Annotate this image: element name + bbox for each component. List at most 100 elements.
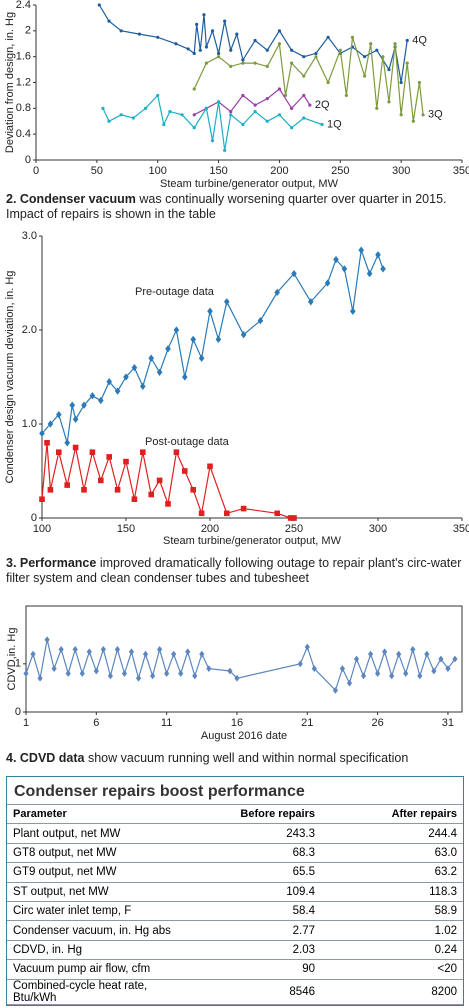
series-line bbox=[41, 249, 384, 443]
marker bbox=[119, 29, 123, 33]
marker bbox=[30, 650, 36, 658]
marker bbox=[97, 3, 101, 7]
marker bbox=[157, 645, 163, 653]
marker bbox=[58, 645, 64, 653]
y-tick-label: 1 bbox=[15, 658, 21, 670]
table-row: GT8 output, net MW 68.3 63.0 bbox=[7, 842, 463, 863]
marker bbox=[180, 113, 184, 117]
marker bbox=[101, 106, 105, 110]
table-cell: 63.2 bbox=[321, 862, 463, 883]
marker bbox=[431, 667, 437, 675]
marker bbox=[234, 674, 240, 682]
marker bbox=[229, 48, 233, 52]
marker bbox=[64, 482, 70, 488]
marker bbox=[198, 354, 205, 362]
marker bbox=[156, 35, 160, 39]
x-tick-label: 350 bbox=[453, 165, 469, 177]
table-row: CDVD, in. Hg 2.03 0.24 bbox=[7, 939, 463, 960]
table-row: Combined-cycle heat rate, Btu/kWh 8546 820… bbox=[7, 978, 463, 1005]
marker bbox=[417, 80, 421, 85]
table-cell: 2.77 bbox=[189, 920, 321, 941]
marker bbox=[186, 47, 190, 51]
marker bbox=[308, 298, 314, 306]
caption-text: improved dramatically following outage t… bbox=[6, 556, 462, 585]
series-line bbox=[41, 442, 294, 519]
marker bbox=[174, 42, 178, 46]
marker bbox=[182, 373, 188, 381]
marker bbox=[283, 93, 288, 98]
marker bbox=[44, 636, 50, 644]
marker bbox=[393, 42, 397, 46]
chart: 0 1.0 2.0 3.0 100 150 200 250 300 350 Steam turbin… bbox=[4, 230, 469, 547]
marker bbox=[445, 665, 451, 673]
marker bbox=[341, 265, 348, 273]
marker bbox=[375, 106, 379, 110]
x-tick-label: 250 bbox=[285, 523, 303, 535]
marker bbox=[207, 463, 213, 470]
marker bbox=[290, 106, 294, 110]
marker bbox=[156, 368, 163, 376]
marker bbox=[199, 650, 205, 658]
marker bbox=[56, 410, 62, 419]
marker bbox=[142, 650, 149, 658]
marker bbox=[240, 505, 247, 512]
marker bbox=[93, 667, 99, 675]
marker bbox=[165, 501, 171, 507]
series-label: 2Q bbox=[315, 99, 330, 111]
marker bbox=[89, 449, 96, 455]
marker bbox=[302, 55, 306, 59]
series-label: 3Q bbox=[428, 109, 443, 121]
marker bbox=[165, 345, 171, 353]
marker bbox=[162, 122, 166, 127]
table-cell: 20.50 bbox=[321, 1003, 463, 1008]
table-cell: <20 bbox=[321, 959, 463, 980]
marker bbox=[287, 515, 294, 521]
series-label: Pre-outage data bbox=[135, 286, 215, 298]
marker bbox=[224, 298, 230, 306]
x-axis-label: Steam turbine/generator output, MW bbox=[160, 178, 339, 190]
marker bbox=[51, 665, 57, 673]
marker bbox=[344, 93, 348, 98]
marker bbox=[123, 373, 129, 381]
table-row: GT9 output, net MW 65.5 63.2 bbox=[7, 862, 463, 883]
marker bbox=[421, 113, 425, 117]
table-box: Condenser repairs boost performance Para… bbox=[6, 776, 464, 1008]
marker bbox=[207, 307, 213, 315]
marker bbox=[128, 648, 135, 656]
marker bbox=[65, 670, 71, 677]
series-line bbox=[193, 37, 424, 122]
y-tick-label: 3.0 bbox=[22, 230, 37, 242]
marker bbox=[229, 113, 233, 117]
marker bbox=[396, 650, 402, 658]
marker bbox=[56, 449, 62, 455]
marker bbox=[185, 648, 191, 656]
marker bbox=[302, 74, 306, 78]
marker bbox=[190, 487, 196, 493]
marker bbox=[375, 670, 381, 677]
marker bbox=[135, 674, 142, 682]
marker bbox=[204, 61, 208, 65]
marker bbox=[405, 61, 409, 65]
marker bbox=[137, 32, 142, 36]
marker bbox=[173, 326, 180, 334]
series-line bbox=[102, 94, 323, 151]
marker bbox=[290, 126, 294, 130]
marker bbox=[375, 48, 379, 52]
table-cell: Circ water inlet temp, F bbox=[7, 900, 189, 921]
y-tick-label: 1.2 bbox=[16, 76, 31, 88]
table-cell: 244.4 bbox=[321, 823, 463, 844]
marker bbox=[366, 269, 373, 278]
table-cell: 109.4 bbox=[189, 881, 321, 902]
marker bbox=[204, 45, 208, 49]
marker bbox=[229, 109, 233, 114]
y-tick-label: 1.0 bbox=[22, 418, 37, 430]
series-line bbox=[193, 88, 311, 116]
marker bbox=[192, 672, 198, 680]
marker bbox=[140, 382, 146, 391]
marker bbox=[424, 650, 430, 658]
table-cell: Before repairs bbox=[189, 803, 321, 824]
marker bbox=[438, 655, 444, 663]
x-tick-label: 1 bbox=[23, 717, 29, 729]
marker bbox=[44, 440, 50, 446]
series-line bbox=[25, 639, 456, 692]
